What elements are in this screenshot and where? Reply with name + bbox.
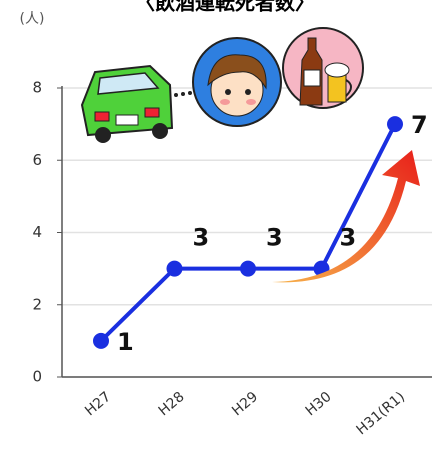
point (166, 260, 183, 277)
x-tick-label: H27 (82, 389, 114, 419)
x-tick-label: H29 (229, 389, 261, 419)
x-tick-label: H30 (303, 389, 335, 419)
car-icon (80, 64, 174, 143)
point (93, 332, 109, 349)
data-label: 3 (266, 224, 283, 252)
arrow (272, 150, 420, 283)
y-tick-label: 6 (32, 151, 42, 169)
data-label: 7 (411, 111, 428, 139)
y-tick-label: 0 (32, 368, 42, 386)
y-tick-label: 8 (32, 79, 42, 97)
illustration (80, 27, 420, 283)
y-tick-label: 2 (32, 295, 42, 313)
data-label: 1 (117, 328, 134, 356)
beer-icon (282, 27, 364, 109)
x-tick-label: H31(R1) (353, 389, 408, 438)
person-icon (192, 37, 282, 127)
data-label: 3 (193, 224, 210, 252)
y-unit: (人) (20, 11, 45, 27)
data-label: 3 (340, 224, 357, 252)
y-tick-label: 4 (32, 223, 42, 241)
x-tick-label: H28 (156, 389, 188, 419)
chart-title: 〈飲酒運転死者数〉 (135, 0, 315, 15)
point (387, 116, 403, 133)
point (240, 260, 256, 277)
